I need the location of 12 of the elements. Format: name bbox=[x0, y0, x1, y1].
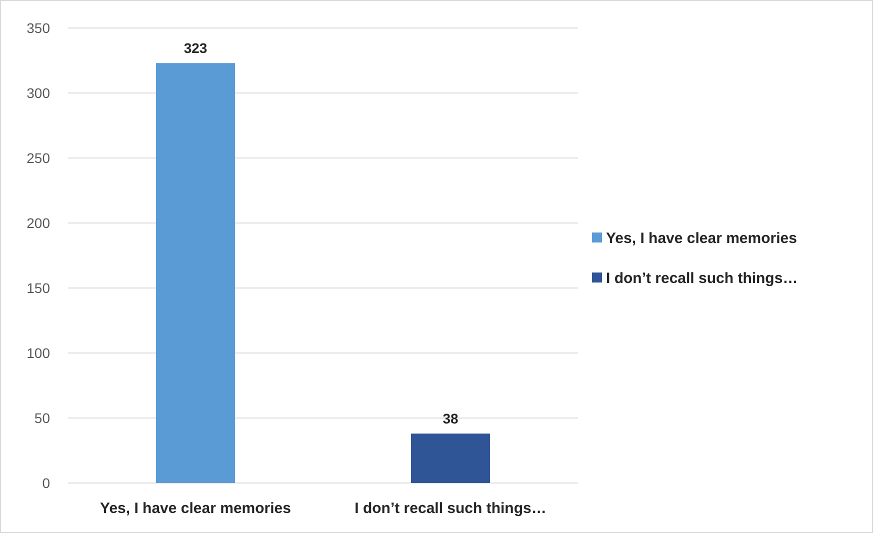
data-label: 38 bbox=[442, 410, 458, 427]
legend-label: I don’t recall such things… bbox=[606, 270, 798, 287]
data-label: 323 bbox=[184, 40, 208, 56]
y-tick-label: 300 bbox=[26, 84, 50, 101]
legend-label: Yes, I have clear memories bbox=[606, 230, 797, 247]
y-tick-label: 150 bbox=[26, 280, 50, 296]
y-tick-label: 100 bbox=[26, 344, 50, 361]
y-tick-label: 0 bbox=[42, 474, 50, 491]
y-tick-label: 50 bbox=[34, 410, 50, 426]
y-tick-label: 200 bbox=[26, 214, 50, 231]
y-tick-label: 350 bbox=[26, 20, 50, 36]
y-tick-label: 250 bbox=[26, 150, 50, 166]
